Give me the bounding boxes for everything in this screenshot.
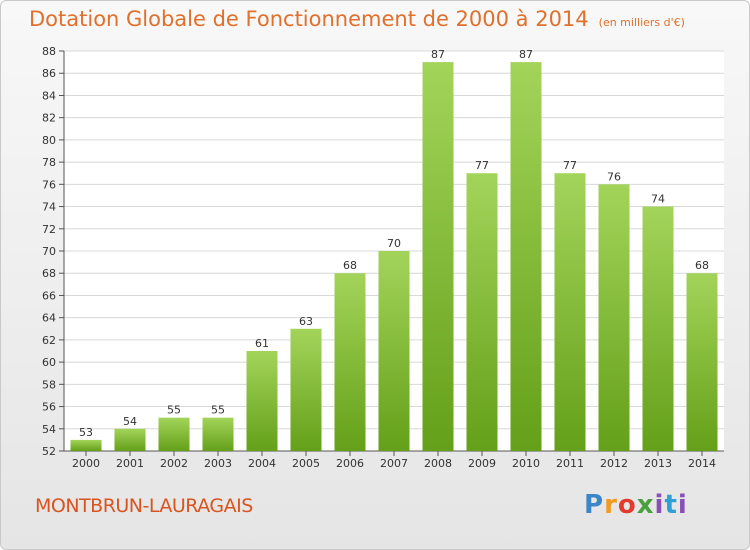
y-tick-label: 76 xyxy=(42,178,56,191)
y-tick-label: 56 xyxy=(42,401,56,414)
bar-value-label: 63 xyxy=(299,315,313,328)
bar-value-label: 68 xyxy=(343,259,357,272)
bar xyxy=(378,251,410,451)
bar-value-label: 74 xyxy=(651,193,665,206)
bar xyxy=(158,417,190,451)
y-tick-label: 54 xyxy=(42,423,56,436)
y-tick-label: 70 xyxy=(42,245,56,258)
bar-value-label: 55 xyxy=(167,404,181,417)
bar-value-label: 87 xyxy=(431,48,445,61)
bar-value-label: 76 xyxy=(607,170,621,183)
y-tick-label: 80 xyxy=(42,134,56,147)
bar-value-label: 54 xyxy=(123,415,137,428)
x-tick-label: 2007 xyxy=(380,457,408,470)
bar xyxy=(466,173,498,451)
y-tick-label: 72 xyxy=(42,223,56,236)
x-tick-label: 2012 xyxy=(600,457,628,470)
chart-title: Dotation Globale de Fonctionnement de 20… xyxy=(29,7,685,31)
bar xyxy=(422,62,454,451)
x-tick-label: 2011 xyxy=(556,457,584,470)
bar xyxy=(598,184,630,452)
bar xyxy=(642,206,674,451)
bar xyxy=(510,62,542,451)
y-tick-label: 82 xyxy=(42,112,56,125)
x-tick-label: 2003 xyxy=(204,457,232,470)
y-tick-label: 86 xyxy=(42,67,56,80)
y-tick-label: 52 xyxy=(42,445,56,458)
y-tick-label: 60 xyxy=(42,356,56,369)
y-tick-label: 66 xyxy=(42,289,56,302)
x-tick-label: 2008 xyxy=(424,457,452,470)
x-tick-label: 2006 xyxy=(336,457,364,470)
bar-value-label: 70 xyxy=(387,237,401,250)
y-tick-label: 62 xyxy=(42,334,56,347)
y-tick-label: 84 xyxy=(42,89,56,102)
y-tick-label: 68 xyxy=(42,267,56,280)
bar-value-label: 53 xyxy=(79,426,93,439)
y-tick-label: 74 xyxy=(42,201,56,214)
bar-value-label: 87 xyxy=(519,48,533,61)
chart-title-text: Dotation Globale de Fonctionnement de 20… xyxy=(29,7,589,31)
bar xyxy=(114,428,146,451)
proxiti-logo: Proxiti xyxy=(584,490,688,520)
y-tick-label: 88 xyxy=(42,45,56,58)
bar xyxy=(70,439,102,451)
x-tick-label: 2009 xyxy=(468,457,496,470)
bar xyxy=(202,417,234,451)
x-tick-label: 2001 xyxy=(116,457,144,470)
x-tick-label: 2013 xyxy=(644,457,672,470)
bar-value-label: 77 xyxy=(563,159,577,172)
commune-name: MONTBRUN-LAURAGAIS xyxy=(35,495,253,517)
bar xyxy=(554,173,586,451)
chart-subtitle: (en milliers d'€) xyxy=(598,16,685,29)
bar-value-label: 77 xyxy=(475,159,489,172)
x-tick-label: 2002 xyxy=(160,457,188,470)
x-tick-label: 2010 xyxy=(512,457,540,470)
bar-value-label: 61 xyxy=(255,337,269,350)
y-tick-label: 58 xyxy=(42,378,56,391)
x-tick-label: 2004 xyxy=(248,457,276,470)
bar xyxy=(246,351,278,451)
bar-value-label: 68 xyxy=(695,259,709,272)
bar-value-label: 55 xyxy=(211,404,225,417)
bar xyxy=(290,328,322,451)
y-tick-label: 78 xyxy=(42,156,56,169)
bar xyxy=(334,273,366,451)
bar xyxy=(686,273,718,451)
x-tick-label: 2005 xyxy=(292,457,320,470)
x-tick-label: 2014 xyxy=(688,457,716,470)
y-tick-label: 64 xyxy=(42,312,56,325)
x-tick-label: 2000 xyxy=(72,457,100,470)
